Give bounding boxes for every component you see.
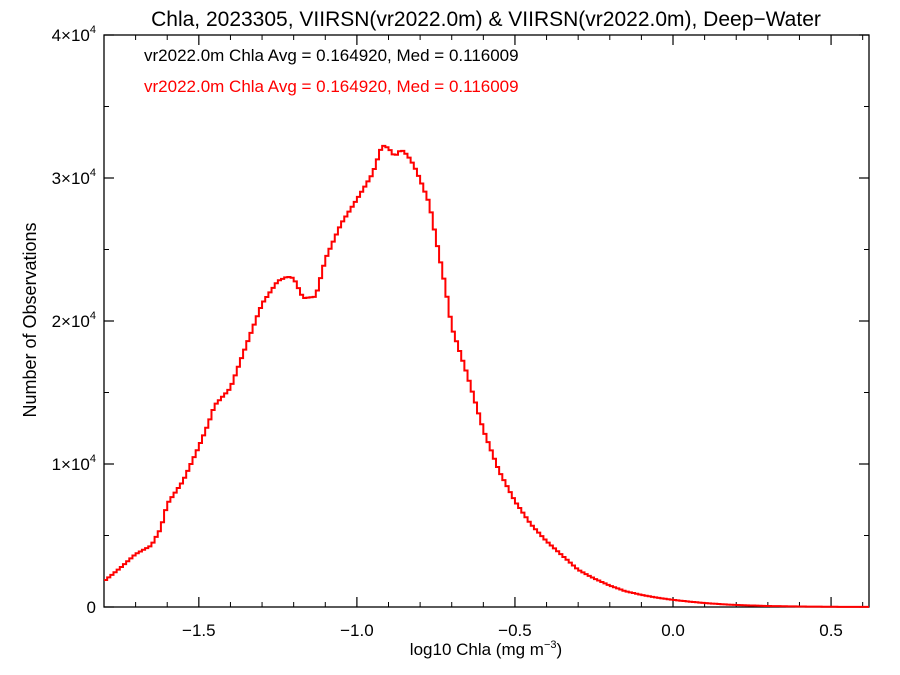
- x-tick-label: 0.0: [661, 621, 685, 640]
- y-tick-label: 4×104: [52, 24, 96, 45]
- x-tick-label: −1.5: [182, 621, 216, 640]
- y-tick-label: 2×104: [52, 310, 96, 331]
- annotation-black: vr2022.0m Chla Avg = 0.164920, Med = 0.1…: [144, 46, 519, 65]
- x-tick-label: −0.5: [498, 621, 532, 640]
- y-tick-label: 1×104: [52, 453, 96, 474]
- plot-frame: [103, 34, 870, 608]
- y-tick-labels: 0 1×104 2×104 3×104 4×104: [52, 24, 96, 617]
- x-tick-label: −1.0: [340, 621, 374, 640]
- chart-title: Chla, 2023305, VIIRSN(vr2022.0m) & VIIRS…: [151, 8, 821, 31]
- x-tick-label: 0.5: [819, 621, 843, 640]
- axis-ticks: [104, 34, 869, 608]
- x-axis-label-unit-exponent: −3: [544, 639, 557, 651]
- y-tick-label: 0: [87, 598, 96, 617]
- x-tick-labels: −1.5 −1.0 −0.5 0.0 0.5: [182, 621, 843, 640]
- histogram-series-red: [104, 144, 869, 608]
- y-axis-label: Number of Observations: [20, 222, 40, 417]
- x-axis-label: log10 Chla (mg m−3): [410, 639, 562, 659]
- y-tick-label: 3×104: [52, 167, 96, 188]
- annotation-red: vr2022.0m Chla Avg = 0.164920, Med = 0.1…: [144, 77, 519, 96]
